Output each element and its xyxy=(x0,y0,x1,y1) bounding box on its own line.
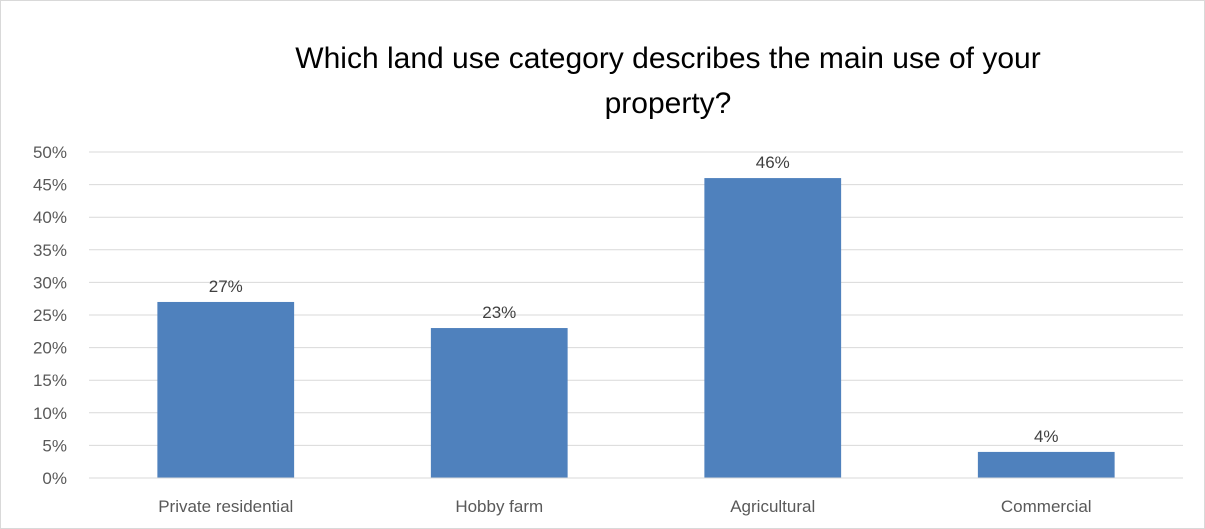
bar-private-residential xyxy=(157,301,295,478)
data-label: 4% xyxy=(1034,427,1059,446)
y-tick-label: 35% xyxy=(33,241,67,260)
chart-title-line-1: Which land use category describes the ma… xyxy=(295,42,1040,75)
y-tick-label: 0% xyxy=(42,469,67,488)
y-tick-label: 30% xyxy=(33,273,67,292)
x-axis-category-labels: Private residential Hobby farm Agricultura… xyxy=(158,497,1091,516)
category-label: Commercial xyxy=(1001,497,1092,516)
data-labels: 27% 23% 46% 4% xyxy=(209,153,1059,446)
y-tick-label: 20% xyxy=(33,339,67,358)
chart-title-line-2: property? xyxy=(605,87,732,120)
category-label: Hobby farm xyxy=(455,497,543,516)
category-label: Agricultural xyxy=(730,497,815,516)
y-axis-tick-labels: 0% 5% 10% 15% 20% 25% 30% 35% 40% 45% 50% xyxy=(33,143,67,488)
y-tick-label: 45% xyxy=(33,176,67,195)
y-tick-label: 10% xyxy=(33,404,67,423)
y-tick-label: 15% xyxy=(33,371,67,390)
chart-title: Which land use category describes the ma… xyxy=(295,42,1040,120)
y-tick-label: 40% xyxy=(33,208,67,227)
y-tick-label: 25% xyxy=(33,306,67,325)
bar-agricultural xyxy=(704,178,842,478)
bar-commercial xyxy=(977,451,1115,478)
bar-hobby-farm xyxy=(430,328,568,478)
y-tick-label: 5% xyxy=(42,436,67,455)
bars xyxy=(157,178,1115,478)
data-label: 27% xyxy=(209,277,243,296)
category-label: Private residential xyxy=(158,497,293,516)
data-label: 46% xyxy=(756,153,790,172)
data-label: 23% xyxy=(482,303,516,322)
y-tick-label: 50% xyxy=(33,143,67,162)
